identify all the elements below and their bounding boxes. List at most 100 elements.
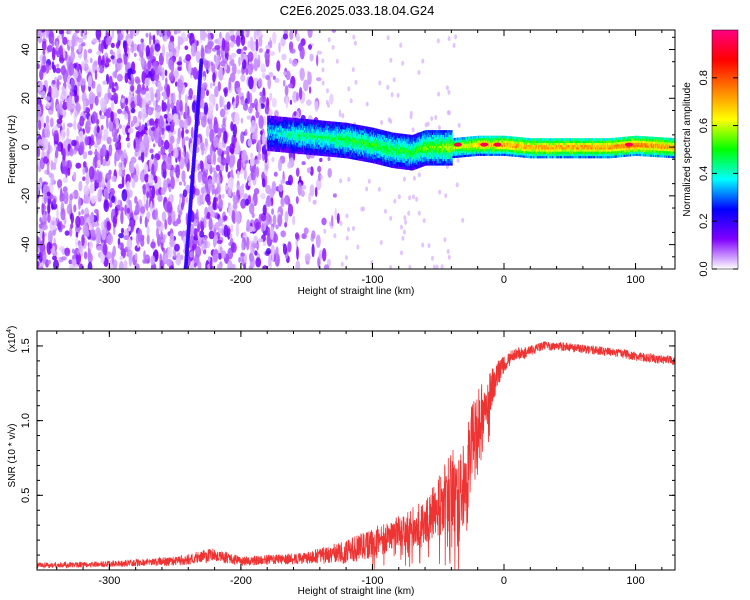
heatmap-cell: [151, 153, 154, 160]
heatmap-cell: [179, 193, 183, 198]
heatmap-cell: [213, 54, 217, 62]
heatmap-cell: [60, 65, 66, 76]
heatmap-cell: [306, 167, 312, 174]
heatmap-cell: [170, 176, 175, 190]
heatmap-cell: [317, 165, 322, 173]
heatmap-cell: [412, 175, 416, 181]
heatmap-cell: [79, 140, 85, 155]
heatmap-cell: [147, 59, 152, 70]
heatmap-cell: [190, 126, 194, 139]
heatmap-cell: [323, 228, 327, 234]
heatmap-cell: [225, 184, 228, 191]
heatmap-cell: [56, 63, 60, 68]
heatmap-cell: [224, 45, 230, 53]
heatmap-cell: [133, 52, 137, 58]
heatmap-cell: [287, 241, 292, 253]
heatmap-cell: [243, 264, 247, 269]
heatmap-cell: [295, 33, 301, 42]
heatmap-cell: [260, 193, 266, 200]
heatmap-cell: [97, 153, 101, 159]
heatmap-cell: [90, 57, 93, 64]
heatmap-cell: [123, 157, 127, 167]
heatmap-cell: [133, 215, 139, 221]
heatmap-cell: [164, 219, 168, 230]
heatmap-cell: [37, 139, 44, 145]
heatmap-cell: [280, 230, 287, 238]
heatmap-cell: [96, 50, 102, 56]
heatmap-cell: [424, 122, 428, 128]
heatmap-cell: [153, 143, 156, 148]
heatmap-cell: [121, 97, 125, 104]
heatmap-cell: [89, 183, 95, 194]
heatmap-cell: [257, 152, 262, 161]
heatmap-cell: [134, 76, 140, 84]
heatmap-cell: [409, 110, 413, 116]
heatmap-cell: [52, 80, 56, 85]
heatmap-cell: [70, 78, 75, 88]
heatmap-cell: [145, 45, 150, 57]
heatmap-cell: [223, 215, 228, 221]
heatmap-cell: [318, 253, 322, 259]
heatmap-cell: [440, 264, 444, 269]
heatmap-cell: [163, 139, 170, 150]
heatmap-cell: [237, 170, 240, 180]
heatmap-cell: [269, 92, 273, 101]
heatmap-cell: [87, 75, 93, 88]
heatmap-cell: [445, 85, 449, 91]
heatmap-cell: [202, 30, 206, 42]
heatmap-cell: [201, 216, 204, 222]
heatmap-cell: [120, 210, 124, 225]
heatmap-cell: [417, 210, 421, 216]
heatmap-cell: [156, 220, 162, 228]
heatmap-cell: [332, 193, 337, 198]
heatmap-cell: [70, 223, 74, 229]
heatmap-cell: [105, 108, 111, 119]
heatmap-cell: [200, 116, 207, 128]
heatmap-cell: [247, 138, 253, 147]
heatmap-cell: [307, 30, 313, 38]
heatmap-cell: [281, 53, 287, 61]
heatmap-cell: [225, 32, 231, 43]
heatmap-cell: [117, 183, 124, 189]
heatmap-cell: [71, 248, 75, 254]
heatmap-cell: [266, 49, 270, 54]
heatmap-cell: [216, 239, 223, 244]
heatmap-cell: [232, 101, 236, 110]
heatmap-cell: [214, 86, 219, 98]
heatmap-cell: [106, 58, 111, 63]
heatmap-cell: [55, 67, 61, 74]
heatmap-cell: [452, 43, 456, 48]
heatmap-cell: [144, 203, 150, 210]
heatmap-cell: [380, 120, 384, 125]
heatmap-cell: [150, 255, 156, 266]
heatmap-cell: [122, 124, 127, 136]
heatmap-cell: [284, 85, 289, 96]
heatmap-cell: [64, 247, 71, 257]
heatmap-cell: [190, 43, 197, 57]
heatmap-cell: [127, 110, 131, 125]
heatmap-cell: [139, 215, 142, 225]
heatmap-cell: [128, 189, 133, 198]
heatmap-cell: [249, 126, 255, 134]
heatmap-cell: [96, 245, 102, 251]
heatmap-cell: [402, 176, 406, 182]
heatmap-cell: [248, 76, 254, 90]
heatmap-cell: [299, 46, 305, 60]
heatmap-cell: [212, 196, 217, 211]
heatmap-cell: [408, 195, 412, 201]
heatmap-cell: [202, 82, 208, 89]
heatmap-cell: [301, 185, 307, 190]
heatmap-cell: [400, 250, 403, 256]
heatmap-cell: [377, 186, 381, 192]
heatmap-cell: [226, 101, 231, 110]
heatmap-cell: [41, 224, 48, 231]
heatmap-cell: [184, 102, 188, 115]
heatmap-cell: [81, 209, 85, 215]
heatmap-cell: [91, 233, 97, 241]
heatmap-cell: [207, 199, 211, 206]
heatmap-cell: [219, 95, 223, 108]
heatmap-cell: [280, 179, 286, 184]
heatmap-cell: [123, 44, 128, 54]
heatmap-cell: [365, 186, 369, 192]
heatmap-cell: [48, 172, 53, 178]
